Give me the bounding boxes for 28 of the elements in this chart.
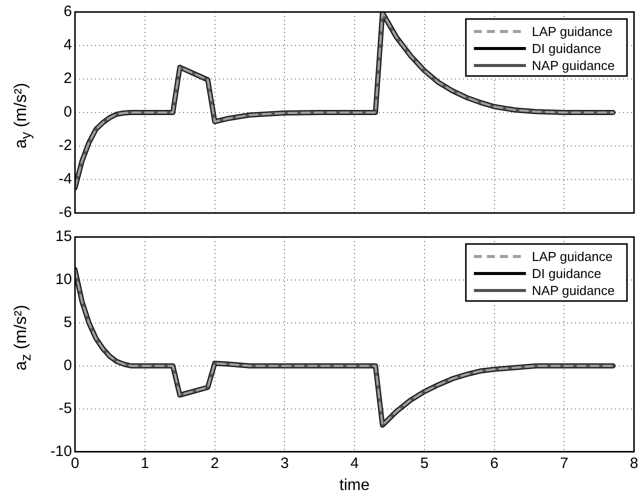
y-tick-label: 2 [64,70,72,88]
y-tick-label: 0 [64,357,72,374]
x-tick-label: 1 [140,454,150,472]
legend-label: DI guidance [532,41,602,56]
legend-label: LAP guidance [532,249,613,264]
y-tick-label: -4 [58,170,72,188]
legend-label: NAP guidance [532,283,615,298]
y-tick-label: -6 [58,204,72,222]
x-tick-label: 8 [630,454,638,472]
x-tick-label: 4 [350,454,359,472]
legend-label: LAP guidance [532,24,613,40]
x-tick-label: 6 [490,454,498,472]
x-tick-label: 7 [560,454,568,472]
x-tick-label: 2 [210,454,219,472]
x-tick-label: 3 [280,454,289,472]
y-tick-label: 15 [55,228,72,246]
y-tick-label: -2 [58,137,72,154]
y-tick-label: -5 [58,400,72,417]
legend-label: NAP guidance [532,58,615,74]
y-tick-label: -10 [50,442,72,460]
y-tick-label: 0 [64,104,72,121]
y-tick-label: 6 [64,3,72,20]
y-tick-label: 5 [64,314,72,332]
legend-label: DI guidance [532,266,602,282]
x-tick-label: 5 [420,454,429,472]
x-axis-title: time [339,476,370,494]
y-tick-label: 4 [64,36,72,54]
y-tick-label: 10 [55,271,72,288]
